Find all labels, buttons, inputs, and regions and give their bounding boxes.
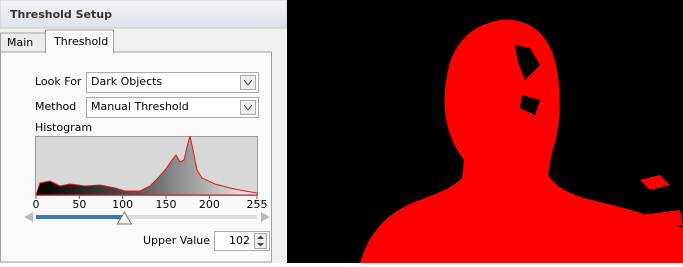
tick-label: 50 (72, 198, 86, 211)
combo-value[interactable]: Dark Objects (91, 75, 162, 88)
screen: Threshold Setup Main Threshold Look For … (0, 0, 683, 263)
field-label: Method (35, 100, 76, 113)
tab-join (46, 51, 113, 54)
tab-label[interactable]: Threshold (53, 35, 108, 48)
combo-value[interactable]: Manual Threshold (91, 100, 189, 113)
spinner-label: Upper Value (143, 234, 210, 247)
histogram-label: Histogram (35, 121, 92, 134)
tab-label[interactable]: Main (7, 36, 33, 49)
tick-label: 200 (199, 198, 220, 211)
tick-label: 255 (247, 198, 268, 211)
spinner-value[interactable]: 102 (229, 234, 250, 247)
tick-label: 150 (156, 198, 177, 211)
slider-fill (36, 215, 124, 219)
page: Threshold Setup Main Threshold Look For … (0, 0, 683, 263)
field-label: Look For (35, 75, 82, 88)
panel-title: Threshold Setup (10, 8, 112, 21)
tick-label: 100 (112, 198, 133, 211)
combo-button[interactable] (241, 76, 256, 90)
combo-button[interactable] (241, 101, 256, 115)
tick-label: 0 (33, 198, 40, 211)
